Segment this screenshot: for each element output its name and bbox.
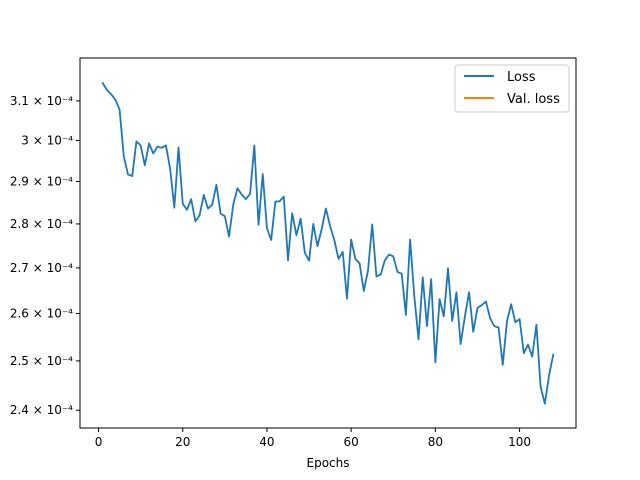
- plot-area: [80, 58, 576, 428]
- y-tick-label: 3.1 × 10⁻⁴: [10, 94, 73, 108]
- y-tick-label: 2.9 × 10⁻⁴: [10, 175, 73, 189]
- legend: Loss Val. loss: [454, 64, 570, 113]
- x-tick-label: 100: [508, 435, 531, 449]
- legend-label-val-loss: Val. loss: [507, 92, 560, 107]
- y-tick-label: 2.6 × 10⁻⁴: [10, 306, 73, 320]
- y-tick-label: 2.7 × 10⁻⁴: [10, 261, 73, 275]
- series-line-loss: [101, 81, 555, 405]
- x-tick-label: 80: [428, 435, 443, 449]
- x-tick-label: 20: [175, 435, 190, 449]
- plot-frame: [79, 57, 577, 429]
- y-tick-label: 2.8 × 10⁻⁴: [10, 217, 73, 231]
- series-lines: [101, 81, 555, 405]
- y-tick-label: 2.4 × 10⁻⁴: [10, 403, 73, 417]
- axes: 0 20 40 60 80 100 2.4 × 10⁻⁴ 2.5 × 10⁻⁴ 2.6 × 10…: [10, 94, 531, 449]
- legend-label-loss: Loss: [507, 70, 536, 85]
- x-axis-label: Epochs: [307, 456, 350, 470]
- x-tick-label: 0: [95, 435, 103, 449]
- y-tick-label: 2.5 × 10⁻⁴: [10, 354, 73, 368]
- x-tick-label: 60: [344, 435, 359, 449]
- x-tick-label: 40: [259, 435, 274, 449]
- y-tick-label: 3 × 10⁻⁴: [21, 134, 73, 148]
